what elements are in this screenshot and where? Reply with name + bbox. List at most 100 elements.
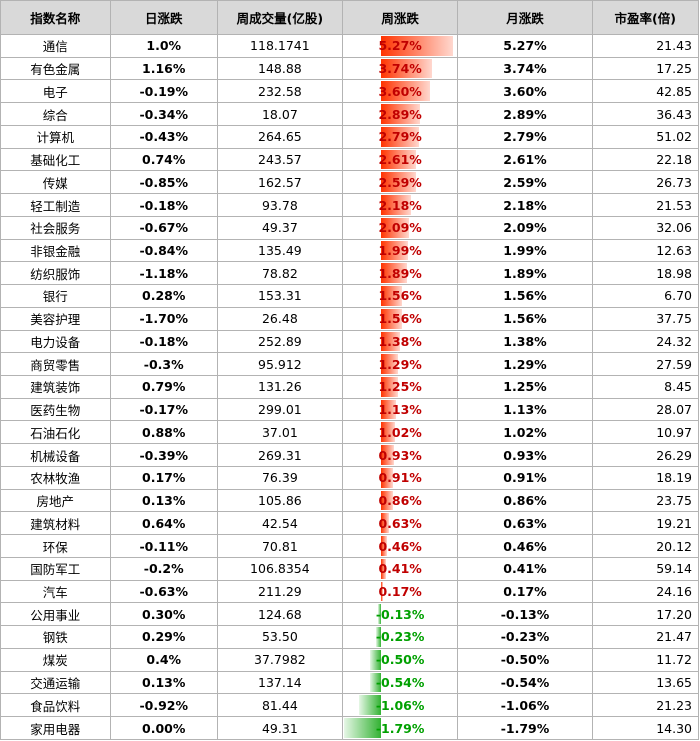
weekly-change-cell: 3.60%: [341, 79, 459, 104]
header-index-name[interactable]: 指数名称: [0, 0, 111, 35]
daily-change-cell: 0.29%: [109, 625, 218, 649]
weekly-change-databar: 1.89%: [343, 262, 458, 284]
weekly-volume-cell: 106.8354: [216, 556, 343, 581]
weekly-change-cell: 1.02%: [341, 420, 459, 445]
index-name-cell: 钢铁: [0, 625, 111, 649]
weekly-volume-cell: 135.49: [216, 238, 343, 263]
weekly-change-databar: -0.13%: [343, 603, 458, 625]
monthly-change-cell: 5.27%: [457, 34, 593, 58]
table-row[interactable]: 美容护理 -1.70% 26.48 1.56% 1.56% 37.75: [0, 306, 700, 331]
table-row[interactable]: 综合 -0.34% 18.07 2.89% 2.89% 36.43: [0, 102, 700, 126]
weekly-volume-cell: 131.26: [216, 375, 343, 399]
table-row[interactable]: 建筑装饰 0.79% 131.26 1.25% 1.25% 8.45: [0, 375, 700, 399]
table-row[interactable]: 国防军工 -0.2% 106.8354 0.41% 0.41% 59.14: [0, 556, 700, 581]
table-row[interactable]: 电力设备 -0.18% 252.89 1.38% 1.38% 24.32: [0, 329, 700, 354]
pe-ratio-cell: 37.75: [591, 306, 700, 331]
table-row[interactable]: 纺织服饰 -1.18% 78.82 1.89% 1.89% 18.98: [0, 261, 700, 286]
weekly-change-cell: -1.79%: [341, 716, 459, 740]
index-name-cell: 基础化工: [0, 147, 111, 172]
weekly-volume-cell: 49.37: [216, 215, 343, 240]
weekly-change-cell: -0.54%: [341, 670, 459, 695]
weekly-volume-cell: 105.86: [216, 488, 343, 513]
monthly-change-cell: 2.79%: [457, 124, 593, 149]
table-row[interactable]: 煤炭 0.4% 37.7982 -0.50% -0.50% 11.72: [0, 647, 700, 672]
table-row[interactable]: 有色金属 1.16% 148.88 3.74% 3.74% 17.25: [0, 56, 700, 81]
daily-change-cell: -0.19%: [109, 79, 218, 104]
index-name-cell: 公用事业: [0, 602, 111, 627]
daily-change-cell: -0.11%: [109, 534, 218, 558]
index-name-cell: 农林牧渔: [0, 465, 111, 490]
weekly-change-databar: -1.06%: [343, 694, 458, 716]
table-row[interactable]: 石油石化 0.88% 37.01 1.02% 1.02% 10.97: [0, 420, 700, 445]
table-row[interactable]: 食品饮料 -0.92% 81.44 -1.06% -1.06% 21.23: [0, 693, 700, 718]
index-name-cell: 汽车: [0, 579, 111, 604]
index-name-cell: 石油石化: [0, 420, 111, 445]
weekly-change-bar: [380, 536, 388, 556]
pe-ratio-cell: 28.07: [591, 397, 700, 422]
weekly-volume-cell: 95.912: [216, 352, 343, 377]
header-pe-ratio[interactable]: 市盈率(倍): [591, 0, 700, 35]
daily-change-cell: 0.13%: [109, 670, 218, 695]
weekly-change-cell: 0.17%: [341, 579, 459, 604]
weekly-change-bar: [369, 672, 381, 693]
table-row[interactable]: 交通运输 0.13% 137.14 -0.54% -0.54% 13.65: [0, 670, 700, 695]
table-row[interactable]: 环保 -0.11% 70.81 0.46% 0.46% 20.12: [0, 534, 700, 558]
pe-ratio-cell: 21.43: [591, 34, 700, 58]
weekly-change-value: -0.13%: [375, 606, 425, 622]
table-row[interactable]: 轻工制造 -0.18% 93.78 2.18% 2.18% 21.53: [0, 193, 700, 217]
table-row[interactable]: 通信 1.0% 118.1741 5.27% 5.27% 21.43: [0, 34, 700, 58]
weekly-change-databar: -1.79%: [343, 717, 458, 739]
table-row[interactable]: 医药生物 -0.17% 299.01 1.13% 1.13% 28.07: [0, 397, 700, 422]
table-row[interactable]: 机械设备 -0.39% 269.31 0.93% 0.93% 26.29: [0, 443, 700, 467]
index-name-cell: 食品饮料: [0, 693, 111, 718]
table-row[interactable]: 房地产 0.13% 105.86 0.86% 0.86% 23.75: [0, 488, 700, 513]
weekly-volume-cell: 162.57: [216, 170, 343, 195]
weekly-change-cell: 1.29%: [341, 352, 459, 377]
header-daily-change[interactable]: 日涨跌: [109, 0, 218, 35]
monthly-change-cell: 0.63%: [457, 511, 593, 536]
table-row[interactable]: 银行 0.28% 153.31 1.56% 1.56% 6.70: [0, 284, 700, 308]
table-row[interactable]: 家用电器 0.00% 49.31 -1.79% -1.79% 14.30: [0, 716, 700, 740]
table-row[interactable]: 公用事业 0.30% 124.68 -0.13% -0.13% 17.20: [0, 602, 700, 627]
header-weekly-change[interactable]: 周涨跌: [341, 0, 459, 35]
daily-change-cell: -0.43%: [109, 124, 218, 149]
pe-ratio-cell: 14.30: [591, 716, 700, 740]
pe-ratio-cell: 20.12: [591, 534, 700, 558]
weekly-change-cell: 2.59%: [341, 170, 459, 195]
weekly-change-value: 1.25%: [378, 379, 422, 395]
table-row[interactable]: 非银金融 -0.84% 135.49 1.99% 1.99% 12.63: [0, 238, 700, 263]
table-row[interactable]: 计算机 -0.43% 264.65 2.79% 2.79% 51.02: [0, 124, 700, 149]
index-name-cell: 电子: [0, 79, 111, 104]
weekly-change-bar: [380, 513, 390, 534]
table-row[interactable]: 传媒 -0.85% 162.57 2.59% 2.59% 26.73: [0, 170, 700, 195]
weekly-change-databar: 0.46%: [343, 535, 458, 557]
pe-ratio-cell: 17.20: [591, 602, 700, 627]
header-weekly-volume[interactable]: 周成交量(亿股): [216, 0, 343, 35]
weekly-change-value: 1.02%: [378, 424, 422, 440]
table-row[interactable]: 钢铁 0.29% 53.50 -0.23% -0.23% 21.47: [0, 625, 700, 649]
monthly-change-cell: -1.79%: [457, 716, 593, 740]
table-row[interactable]: 社会服务 -0.67% 49.37 2.09% 2.09% 32.06: [0, 215, 700, 240]
monthly-change-cell: -0.50%: [457, 647, 593, 672]
header-monthly-change[interactable]: 月涨跌: [457, 0, 593, 35]
weekly-change-bar: [380, 399, 397, 420]
monthly-change-cell: 1.38%: [457, 329, 593, 354]
index-name-cell: 家用电器: [0, 716, 111, 740]
table-row[interactable]: 建筑材料 0.64% 42.54 0.63% 0.63% 19.21: [0, 511, 700, 536]
table-row[interactable]: 农林牧渔 0.17% 76.39 0.91% 0.91% 18.19: [0, 465, 700, 490]
weekly-change-cell: 2.89%: [341, 102, 459, 126]
daily-change-cell: -0.67%: [109, 215, 218, 240]
pe-ratio-cell: 10.97: [591, 420, 700, 445]
monthly-change-cell: 0.86%: [457, 488, 593, 513]
pe-ratio-cell: 26.73: [591, 170, 700, 195]
weekly-change-databar: 2.61%: [343, 149, 458, 171]
table-row[interactable]: 商贸零售 -0.3% 95.912 1.29% 1.29% 27.59: [0, 352, 700, 377]
table-row[interactable]: 汽车 -0.63% 211.29 0.17% 0.17% 24.16: [0, 579, 700, 604]
weekly-change-databar: 1.25%: [343, 376, 458, 398]
table-row[interactable]: 电子 -0.19% 232.58 3.60% 3.60% 42.85: [0, 79, 700, 104]
daily-change-cell: -0.17%: [109, 397, 218, 422]
weekly-change-value: 2.89%: [378, 106, 422, 122]
table-row[interactable]: 基础化工 0.74% 243.57 2.61% 2.61% 22.18: [0, 147, 700, 172]
index-name-cell: 煤炭: [0, 647, 111, 672]
